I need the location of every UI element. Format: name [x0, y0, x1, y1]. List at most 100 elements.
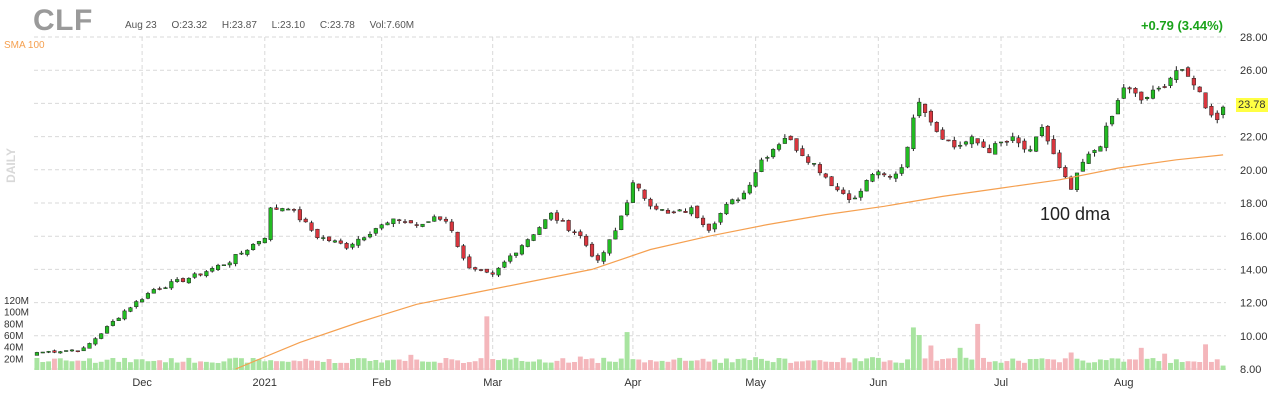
volume-bar	[244, 362, 250, 370]
volume-bar	[1103, 360, 1109, 370]
candle-down	[1063, 167, 1068, 178]
candle-up	[508, 255, 513, 262]
volume-bar	[92, 362, 98, 370]
volume-bar	[133, 359, 139, 370]
volume-bar	[975, 323, 981, 370]
volume-bar	[110, 358, 116, 370]
candle-up	[858, 190, 863, 198]
volume-bar	[274, 361, 279, 370]
candle-down	[1139, 91, 1144, 101]
volume-bar	[981, 357, 986, 370]
volume-bar	[1010, 358, 1016, 370]
candle-up	[332, 240, 337, 243]
volume-bar	[1203, 344, 1209, 370]
candle-up	[531, 234, 536, 241]
candle-up	[619, 215, 624, 230]
volume-bar	[1021, 362, 1027, 370]
candle-up	[1039, 127, 1045, 136]
volume-bar	[227, 358, 233, 370]
volume-bar	[320, 361, 326, 370]
candle-up	[321, 237, 326, 239]
candle-up	[870, 174, 875, 182]
volume-bar	[595, 362, 601, 370]
volume-bar	[916, 335, 922, 370]
volume-bar	[180, 361, 186, 370]
candle-down	[1185, 67, 1191, 77]
candle-up	[256, 241, 262, 245]
candle-up	[140, 299, 145, 303]
volume-bar	[198, 361, 203, 370]
candle-down	[654, 205, 659, 210]
candle-up	[373, 228, 378, 234]
candle-up	[367, 233, 373, 238]
candle-up	[1104, 125, 1109, 148]
candle-up	[1028, 149, 1033, 152]
volume-bar	[1138, 347, 1144, 370]
candle-down	[683, 210, 688, 213]
candle-down	[1133, 88, 1138, 94]
candle-down	[946, 139, 951, 142]
candle-down	[1203, 92, 1208, 109]
volume-bar	[402, 360, 408, 370]
volume-bar	[542, 362, 548, 370]
volume-bar	[291, 360, 297, 370]
volume-bar	[934, 360, 940, 370]
candle-down	[291, 209, 297, 211]
volume-bar	[425, 361, 431, 370]
time-tick-label: Dec	[132, 377, 152, 389]
candle-up	[1145, 97, 1150, 99]
volume-bar	[840, 357, 846, 370]
volume-bar	[46, 361, 52, 370]
candle-up	[40, 351, 45, 354]
price-tick-label: 28.00	[1240, 32, 1268, 44]
volume-bar	[186, 357, 192, 370]
candle-down	[309, 222, 314, 231]
candle-up	[782, 137, 787, 144]
candle-up	[192, 273, 197, 278]
volume-bar	[805, 360, 811, 370]
volume-bar	[577, 356, 583, 370]
candle-up	[1086, 153, 1091, 164]
candle-up	[525, 239, 530, 247]
volume-bar	[40, 362, 46, 370]
period-label: DAILY	[4, 148, 18, 183]
candle-up	[262, 237, 267, 244]
candle-down	[841, 189, 846, 194]
annotation-text: 100 dma	[1040, 204, 1111, 224]
candle-up	[87, 343, 92, 349]
volume-bar	[116, 361, 122, 370]
candle-up	[1221, 106, 1226, 115]
volume-bar	[513, 357, 519, 370]
candle-up	[1168, 77, 1173, 86]
candle-down	[975, 138, 980, 144]
volume-bar	[139, 359, 145, 370]
candle-up	[537, 227, 542, 235]
candle-down	[648, 198, 653, 207]
volume-bar	[449, 359, 455, 370]
candle-down	[1069, 176, 1074, 190]
ohlc-volume: Vol:7.60M	[369, 20, 415, 31]
volume-bar	[1150, 358, 1156, 370]
volume-bar	[443, 358, 449, 370]
candle-down	[671, 211, 676, 214]
candle-down	[157, 288, 162, 290]
volume-bar	[905, 359, 911, 370]
volume-bar	[969, 359, 975, 370]
candle-up	[712, 223, 717, 230]
price-tick-label: 22.00	[1240, 132, 1268, 144]
volume-bar	[718, 362, 724, 370]
volume-bar	[1185, 361, 1191, 370]
volume-bar	[624, 332, 630, 370]
candle-down	[560, 220, 565, 222]
volume-bar	[215, 362, 221, 370]
time-tick-label: Aug	[1114, 377, 1134, 389]
candle-down	[981, 141, 986, 148]
price-tick-label: 10.00	[1240, 331, 1268, 343]
candle-up	[280, 208, 285, 212]
volume-bar	[1057, 362, 1062, 370]
volume-bar	[51, 358, 57, 370]
volume-bar	[285, 361, 291, 370]
candle-up	[69, 349, 75, 352]
candle-up	[753, 172, 758, 187]
